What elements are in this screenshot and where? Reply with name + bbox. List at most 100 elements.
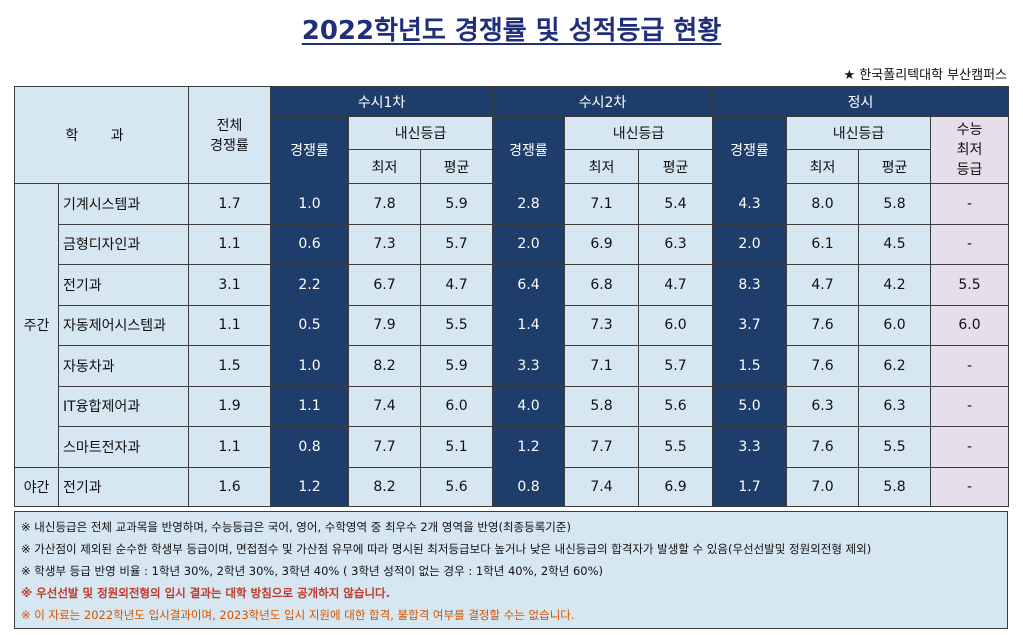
- header-j-min: 최저: [786, 149, 859, 184]
- cell-csat: -: [929, 426, 1010, 468]
- cell-jmin: 6.1: [786, 223, 859, 265]
- table-row: 자동제어시스템과 1.1 0.5 7.9 5.5 1.4 7.3 6.0 3.7 7.6 6.0 6.…: [15, 304, 1010, 346]
- cell-jr: 2.0: [712, 223, 787, 265]
- cell-s2r: 4.0: [492, 385, 565, 427]
- cell-jmin: 7.0: [786, 466, 859, 507]
- table-row: IT융합제어과 1.9 1.1 7.4 6.0 4.0 5.8 5.6 5.0 6.3 6.3-: [15, 385, 1010, 427]
- table-row: 야간 전기과 1.6 1.2 8.2 5.6 0.8 7.4 6.9 1.7 7.0 5.8-: [14, 466, 1010, 507]
- cell-s2avg: 5.4: [638, 183, 713, 225]
- cell-s1r: 1.2: [270, 466, 349, 507]
- group-night: 야간: [14, 466, 59, 507]
- cell-jmin: 8.0: [786, 183, 859, 225]
- cell-csat: -: [929, 183, 1010, 225]
- cell-total: 1.1: [188, 304, 271, 346]
- cell-total: 1.6: [188, 466, 271, 507]
- cell-s1min: 8.2: [348, 345, 421, 387]
- cell-s2avg: 5.7: [638, 345, 713, 387]
- cell-csat: -: [929, 223, 1010, 265]
- cell-s2avg: 6.0: [638, 304, 713, 346]
- cell-s1avg: 5.1: [420, 426, 493, 468]
- note-3: ※ 학생부 등급 반영 비율 : 1학년 30%, 2학년 30%, 3학년 4…: [21, 564, 604, 578]
- cell-csat: 6.0: [929, 304, 1010, 346]
- cell-total: 1.1: [188, 223, 271, 265]
- header-j-avg: 평균: [858, 149, 931, 184]
- header-s2-grade: 내신등급: [564, 116, 713, 150]
- cell-csat: -: [929, 466, 1010, 507]
- cell-s1avg: 5.7: [420, 223, 493, 265]
- header-s1-min: 최저: [348, 149, 421, 184]
- cell-s1avg: 5.5: [420, 304, 493, 346]
- cell-s1avg: 5.9: [420, 183, 493, 225]
- cell-s2min: 7.1: [564, 183, 639, 225]
- cell-s2r: 0.8: [492, 466, 565, 507]
- table-row: 주간 기계시스템과 1.7 1.0 7.8 5.9 2.8 7.1 5.4 4.3 8.0 5.8-: [14, 183, 1010, 468]
- cell-javg: 4.2: [858, 264, 931, 306]
- header-dept: 학 과: [14, 86, 189, 184]
- cell-total: 1.5: [188, 345, 271, 387]
- cell-javg: 6.2: [858, 345, 931, 387]
- cell-s2r: 1.2: [492, 426, 565, 468]
- results-table: 학 과 전체 경쟁률 수시1차 수시2차 정시 경쟁률 내신등급 경쟁률 내신등…: [14, 86, 1010, 507]
- cell-s1min: 8.2: [348, 466, 421, 507]
- cell-s1avg: 5.9: [420, 345, 493, 387]
- cell-s2avg: 5.5: [638, 426, 713, 468]
- cell-s2min: 5.8: [564, 385, 639, 427]
- note-5: ※ 이 자료는 2022학년도 입시결과이며, 2023학년도 입시 지원에 대…: [21, 608, 575, 622]
- dept-name: IT융합제어과: [58, 385, 189, 427]
- cell-s2r: 2.0: [492, 223, 565, 265]
- cell-s2r: 2.8: [492, 183, 565, 225]
- cell-s1r: 0.5: [270, 304, 349, 346]
- cell-csat: -: [929, 385, 1010, 427]
- cell-jr: 5.0: [712, 385, 787, 427]
- cell-s1avg: 4.7: [420, 264, 493, 306]
- header-s1-ratio: 경쟁률: [270, 116, 349, 184]
- cell-s1min: 7.4: [348, 385, 421, 427]
- cell-s1r: 1.0: [270, 183, 349, 225]
- cell-total: 3.1: [188, 264, 271, 306]
- cell-jr: 1.5: [712, 345, 787, 387]
- header-j-grade: 내신등급: [786, 116, 931, 150]
- dept-name: 전기과: [58, 466, 189, 507]
- header-jungsi: 정시: [711, 86, 1010, 117]
- cell-javg: 6.0: [858, 304, 931, 346]
- cell-s2min: 7.7: [564, 426, 639, 468]
- cell-jmin: 7.6: [786, 345, 859, 387]
- note-2: ※ 가산점이 제외된 순수한 학생부 등급이며, 면접점수 및 가산점 유무에 …: [21, 542, 872, 556]
- cell-s1r: 0.8: [270, 426, 349, 468]
- cell-jr: 1.7: [712, 466, 787, 507]
- header-s2-min: 최저: [564, 149, 639, 184]
- cell-s1r: 2.2: [270, 264, 349, 306]
- cell-s2min: 6.9: [564, 223, 639, 265]
- cell-s2min: 6.8: [564, 264, 639, 306]
- cell-jr: 8.3: [712, 264, 787, 306]
- header-s1-grade: 내신등급: [348, 116, 493, 150]
- cell-jmin: 7.6: [786, 426, 859, 468]
- cell-javg: 4.5: [858, 223, 931, 265]
- header-j-ratio: 경쟁률: [712, 116, 787, 184]
- cell-s2avg: 5.6: [638, 385, 713, 427]
- header-s2-ratio: 경쟁률: [492, 116, 565, 184]
- cell-javg: 5.8: [858, 466, 931, 507]
- cell-s1r: 1.0: [270, 345, 349, 387]
- dept-name: 스마트전자과: [58, 426, 189, 468]
- cell-csat: 5.5: [929, 264, 1010, 306]
- table-row: 금형디자인과 1.1 0.6 7.3 5.7 2.0 6.9 6.3 2.0 6.1 4.5-: [15, 223, 1010, 265]
- cell-s2avg: 6.3: [638, 223, 713, 265]
- cell-javg: 5.5: [858, 426, 931, 468]
- table-row: 스마트전자과 1.1 0.8 7.7 5.1 1.2 7.7 5.5 3.3 7.6 5.5-: [15, 426, 1010, 468]
- cell-jmin: 7.6: [786, 304, 859, 346]
- dept-name: 자동차과: [58, 345, 189, 387]
- cell-csat: -: [929, 345, 1010, 387]
- header-total: 전체 경쟁률: [188, 86, 271, 184]
- cell-s2r: 3.3: [492, 345, 565, 387]
- header-csat: 수능 최저 등급: [929, 116, 1010, 184]
- notes-box: ※ 내신등급은 전체 교과목을 반영하며, 수능등급은 국어, 영어, 수학영역…: [14, 511, 1008, 629]
- cell-s1min: 6.7: [348, 264, 421, 306]
- cell-jmin: 6.3: [786, 385, 859, 427]
- cell-s1min: 7.7: [348, 426, 421, 468]
- cell-s1r: 1.1: [270, 385, 349, 427]
- cell-s1min: 7.8: [348, 183, 421, 225]
- cell-s1r: 0.6: [270, 223, 349, 265]
- page-title: 2022학년도 경쟁률 및 성적등급 현황: [301, 16, 722, 46]
- table-body: 주간 기계시스템과 1.7 1.0 7.8 5.9 2.8 7.1 5.4 4.3 8.0 5.8- 금…: [14, 183, 1010, 507]
